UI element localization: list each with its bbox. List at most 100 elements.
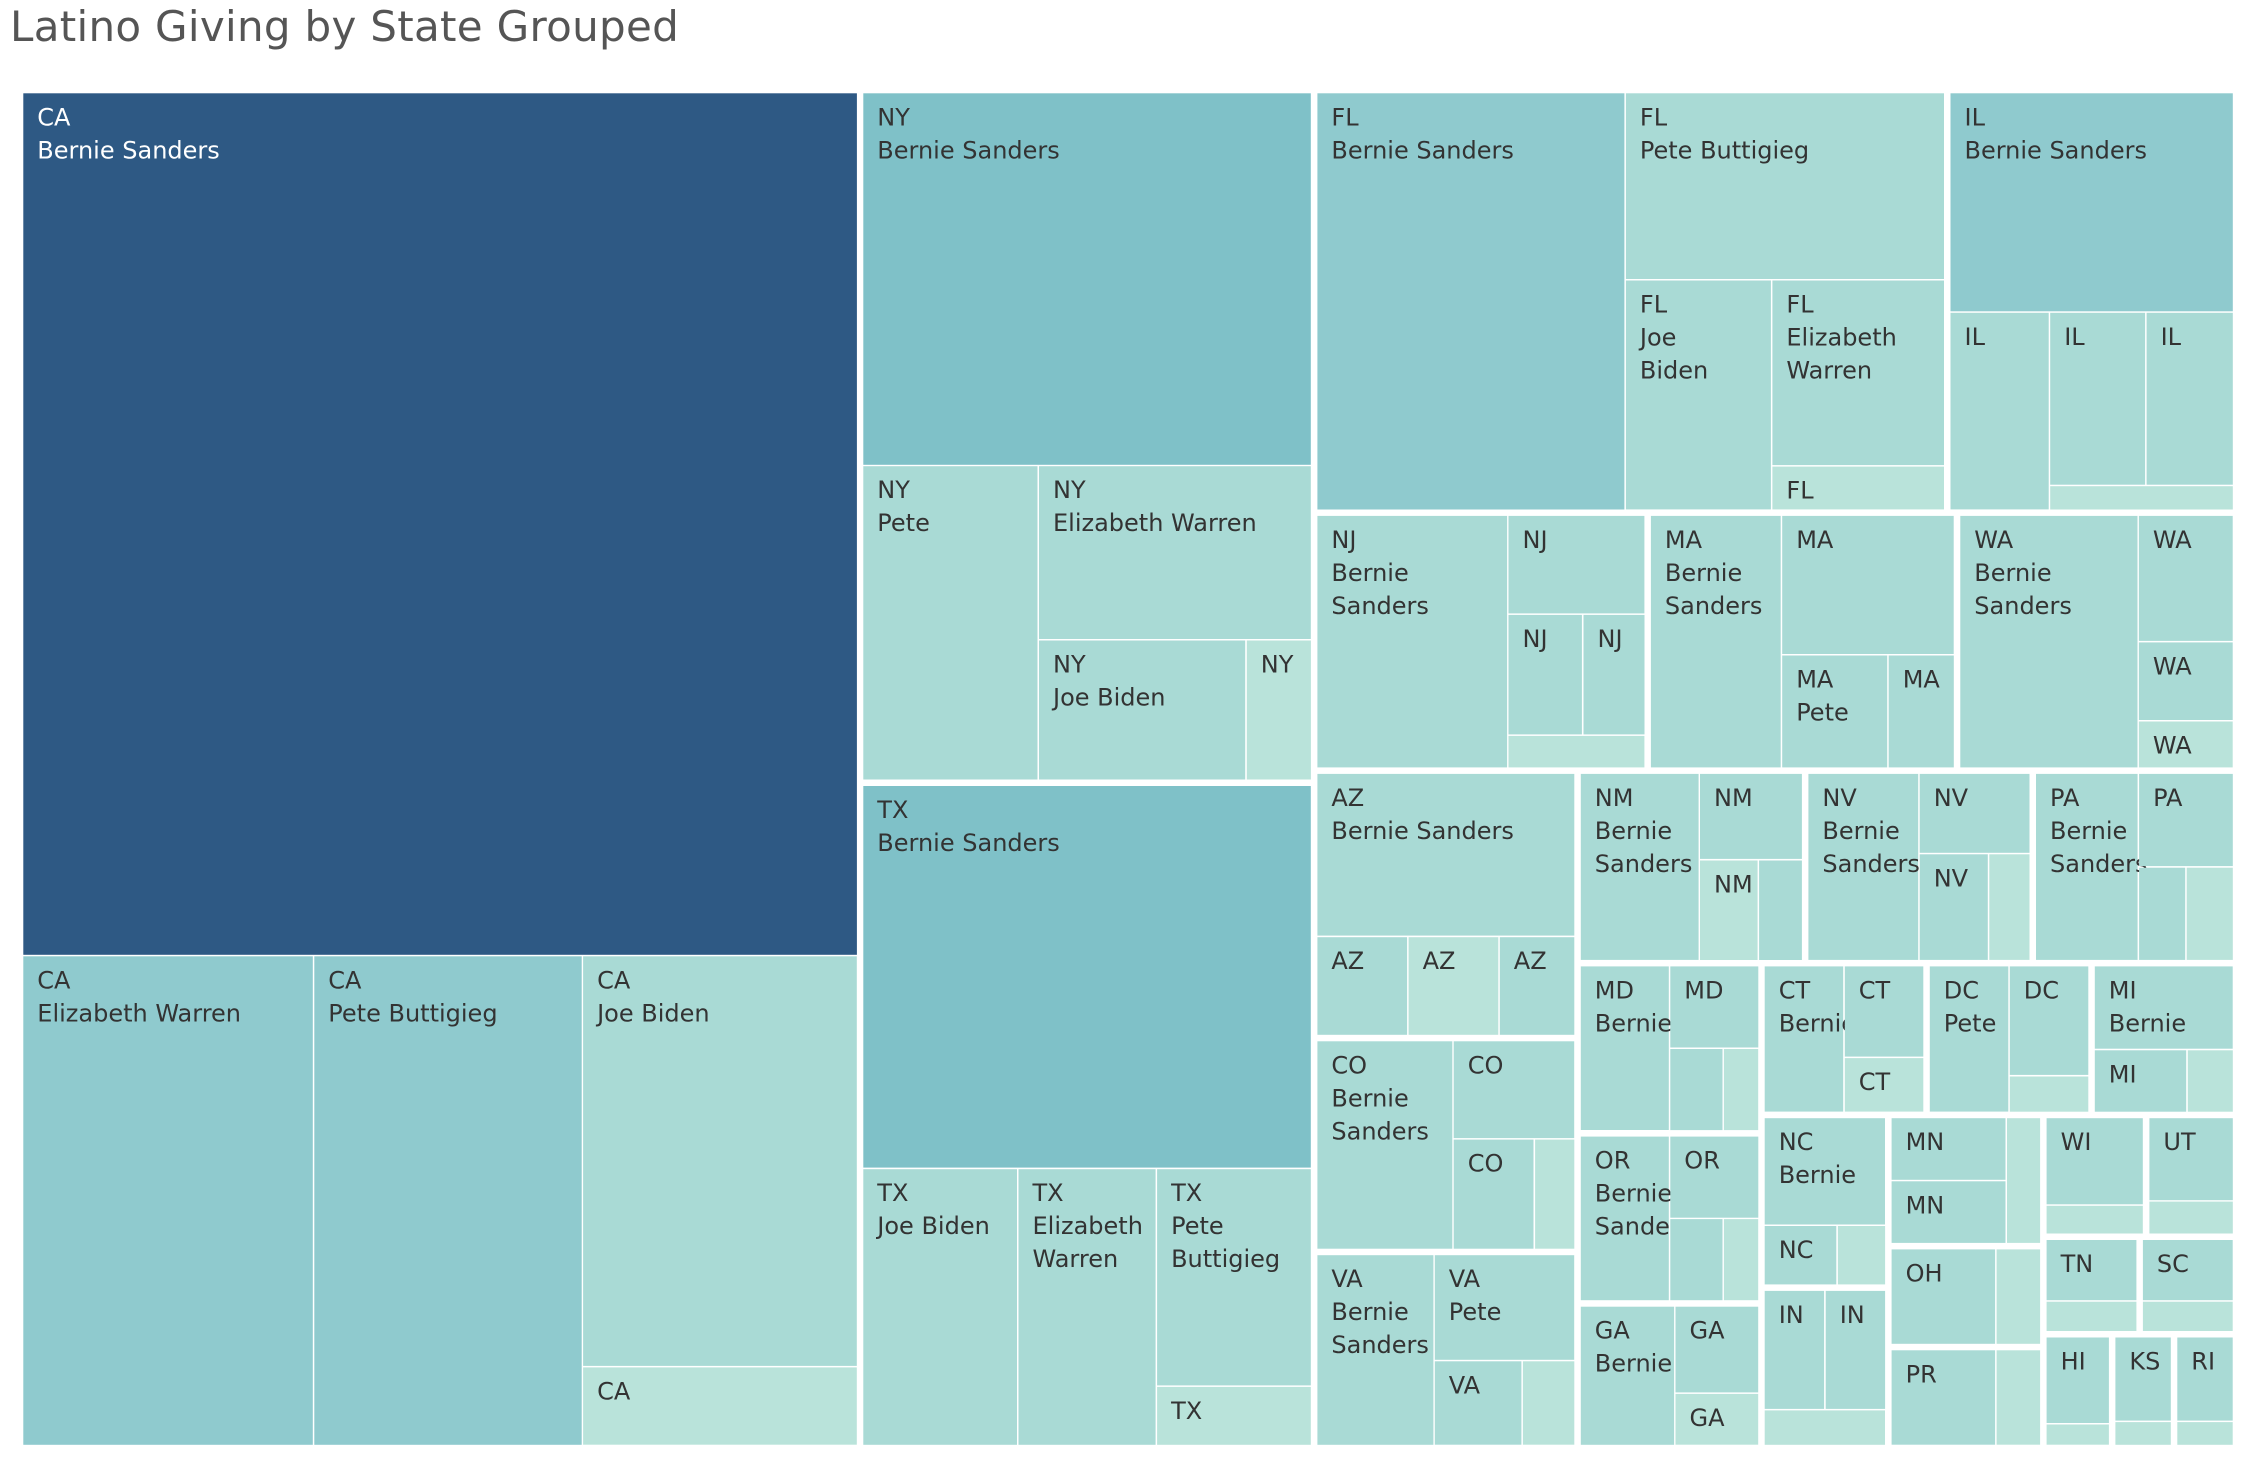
treemap-cell-nj-3[interactable] — [1583, 614, 1645, 735]
treemap-cell-md-2[interactable] — [1670, 1049, 1723, 1131]
treemap-cell-co-1[interactable] — [1453, 1041, 1575, 1139]
treemap-cell-fl-4[interactable] — [1772, 466, 1944, 510]
treemap-cell-va-0[interactable] — [1317, 1255, 1434, 1445]
treemap-cell-nv-1[interactable] — [1919, 773, 2030, 853]
treemap-cell-nj-1[interactable] — [1508, 515, 1645, 614]
treemap-cell-mn-0[interactable] — [1891, 1118, 2006, 1180]
treemap-cell-nc-2[interactable] — [1837, 1226, 1886, 1285]
treemap-cell-in-2[interactable] — [1764, 1410, 1885, 1445]
treemap-cell-pa-1[interactable] — [2139, 773, 2233, 867]
treemap-cell-nv-2[interactable] — [1919, 854, 1988, 960]
treemap-cell-pr-1[interactable] — [1996, 1350, 2041, 1445]
treemap-cell-ca-0[interactable] — [23, 93, 857, 955]
treemap-cell-ri-1[interactable] — [2177, 1422, 2233, 1445]
treemap-cell-md-3[interactable] — [1723, 1049, 1759, 1131]
treemap-cell-sc-0[interactable] — [2142, 1240, 2233, 1301]
treemap-cell-hi-0[interactable] — [2046, 1337, 2109, 1424]
treemap-cell-nj-4[interactable] — [1508, 735, 1645, 768]
treemap-cell-oh-0[interactable] — [1891, 1249, 1996, 1344]
treemap-cell-tx-4[interactable] — [1157, 1386, 1311, 1445]
treemap-cell-mi-2[interactable] — [2187, 1050, 2233, 1112]
treemap-cell-ma-3[interactable] — [1888, 655, 1954, 768]
treemap-cell-va-2[interactable] — [1434, 1361, 1522, 1445]
treemap-cell-nm-0[interactable] — [1580, 773, 1699, 960]
treemap-cell-az-0[interactable] — [1317, 773, 1575, 936]
treemap-cell-tx-2[interactable] — [1018, 1169, 1156, 1445]
treemap-cell-va-3[interactable] — [1522, 1361, 1575, 1445]
treemap-cell-ut-0[interactable] — [2149, 1118, 2233, 1201]
treemap-cell-az-1[interactable] — [1317, 937, 1408, 1035]
treemap-cell-wa-0[interactable] — [1960, 515, 2138, 768]
treemap-cell-nv-0[interactable] — [1808, 773, 1919, 960]
treemap-cell-ny-2[interactable] — [1039, 466, 1311, 639]
treemap-cell-pr-0[interactable] — [1891, 1350, 1996, 1445]
treemap-cell-wa-2[interactable] — [2138, 642, 2233, 720]
treemap-cell-ny-4[interactable] — [1246, 640, 1311, 780]
treemap-cell-ks-0[interactable] — [2115, 1337, 2171, 1421]
treemap-cell-fl-1[interactable] — [1625, 93, 1944, 279]
treemap-cell-nc-1[interactable] — [1764, 1226, 1837, 1285]
treemap-cell-mi-1[interactable] — [2094, 1050, 2187, 1112]
treemap-cell-wi-1[interactable] — [2046, 1205, 2143, 1234]
treemap-cell-il-1[interactable] — [1950, 312, 2049, 510]
treemap-cell-co-0[interactable] — [1317, 1041, 1453, 1249]
treemap-cell-ny-1[interactable] — [863, 466, 1038, 780]
treemap-cell-nm-1[interactable] — [1700, 773, 1802, 859]
treemap-cell-ga-2[interactable] — [1675, 1393, 1759, 1445]
treemap-cell-ca-1[interactable] — [23, 956, 313, 1445]
treemap-cell-md-1[interactable] — [1670, 966, 1759, 1048]
treemap-cell-fl-2[interactable] — [1625, 280, 1771, 510]
treemap-cell-ca-4[interactable] — [583, 1367, 857, 1445]
treemap-cell-tx-1[interactable] — [863, 1169, 1017, 1445]
treemap-cell-ma-2[interactable] — [1782, 655, 1888, 768]
treemap-cell-ct-2[interactable] — [1844, 1058, 1924, 1112]
treemap-cell-md-0[interactable] — [1580, 966, 1669, 1130]
treemap-cell-tn-1[interactable] — [2046, 1301, 2137, 1331]
treemap-cell-ny-3[interactable] — [1039, 640, 1246, 780]
treemap-cell-oh-1[interactable] — [1996, 1249, 2041, 1344]
treemap-cell-or-0[interactable] — [1580, 1136, 1669, 1301]
treemap-cell-il-0[interactable] — [1950, 93, 2233, 312]
treemap-cell-ca-3[interactable] — [583, 956, 857, 1366]
treemap-cell-in-1[interactable] — [1825, 1290, 1886, 1409]
treemap-cell-nm-3[interactable] — [1759, 860, 1802, 961]
treemap-cell-va-1[interactable] — [1434, 1255, 1575, 1360]
treemap-cell-in-0[interactable] — [1764, 1290, 1825, 1409]
treemap-cell-co-3[interactable] — [1535, 1139, 1575, 1249]
treemap-cell-dc-1[interactable] — [2009, 966, 2089, 1075]
treemap-cell-hi-1[interactable] — [2046, 1424, 2109, 1445]
treemap-cell-or-2[interactable] — [1670, 1219, 1723, 1301]
treemap-cell-pa-0[interactable] — [2036, 773, 2138, 960]
treemap-cell-dc-2[interactable] — [2009, 1076, 2089, 1112]
treemap-cell-nj-2[interactable] — [1508, 614, 1582, 735]
treemap-cell-fl-3[interactable] — [1772, 280, 1944, 466]
treemap-cell-tx-3[interactable] — [1157, 1169, 1311, 1386]
treemap-cell-ca-2[interactable] — [314, 956, 582, 1445]
treemap-cell-ny-0[interactable] — [863, 93, 1311, 465]
treemap-cell-ut-1[interactable] — [2149, 1201, 2233, 1234]
treemap-cell-or-1[interactable] — [1670, 1136, 1759, 1218]
treemap-cell-sc-1[interactable] — [2142, 1301, 2233, 1331]
treemap-cell-wa-1[interactable] — [2138, 515, 2233, 641]
treemap-cell-mi-0[interactable] — [2094, 966, 2233, 1049]
treemap-cell-pa-3[interactable] — [2186, 867, 2233, 960]
treemap-cell-mn-2[interactable] — [2007, 1118, 2041, 1243]
treemap-cell-tn-0[interactable] — [2046, 1240, 2137, 1301]
treemap-cell-ma-1[interactable] — [1782, 515, 1954, 654]
treemap-cell-il-3[interactable] — [2146, 312, 2233, 485]
treemap-cell-wa-3[interactable] — [2138, 721, 2233, 768]
treemap-cell-nc-0[interactable] — [1764, 1118, 1885, 1225]
treemap-cell-nm-2[interactable] — [1700, 860, 1758, 961]
treemap-cell-mn-1[interactable] — [1891, 1181, 2006, 1243]
treemap-cell-ga-0[interactable] — [1580, 1306, 1675, 1445]
treemap-cell-or-3[interactable] — [1723, 1219, 1759, 1301]
treemap-cell-ct-0[interactable] — [1764, 966, 1844, 1112]
treemap-cell-pa-2[interactable] — [2139, 867, 2186, 960]
treemap-cell-wi-0[interactable] — [2046, 1118, 2143, 1205]
treemap-cell-ri-0[interactable] — [2177, 1337, 2233, 1421]
treemap-cell-nv-3[interactable] — [1989, 854, 2030, 960]
treemap-cell-co-2[interactable] — [1453, 1139, 1534, 1249]
treemap-cell-ma-0[interactable] — [1650, 515, 1781, 768]
treemap-cell-ga-1[interactable] — [1675, 1306, 1759, 1393]
treemap-cell-az-3[interactable] — [1499, 937, 1575, 1035]
